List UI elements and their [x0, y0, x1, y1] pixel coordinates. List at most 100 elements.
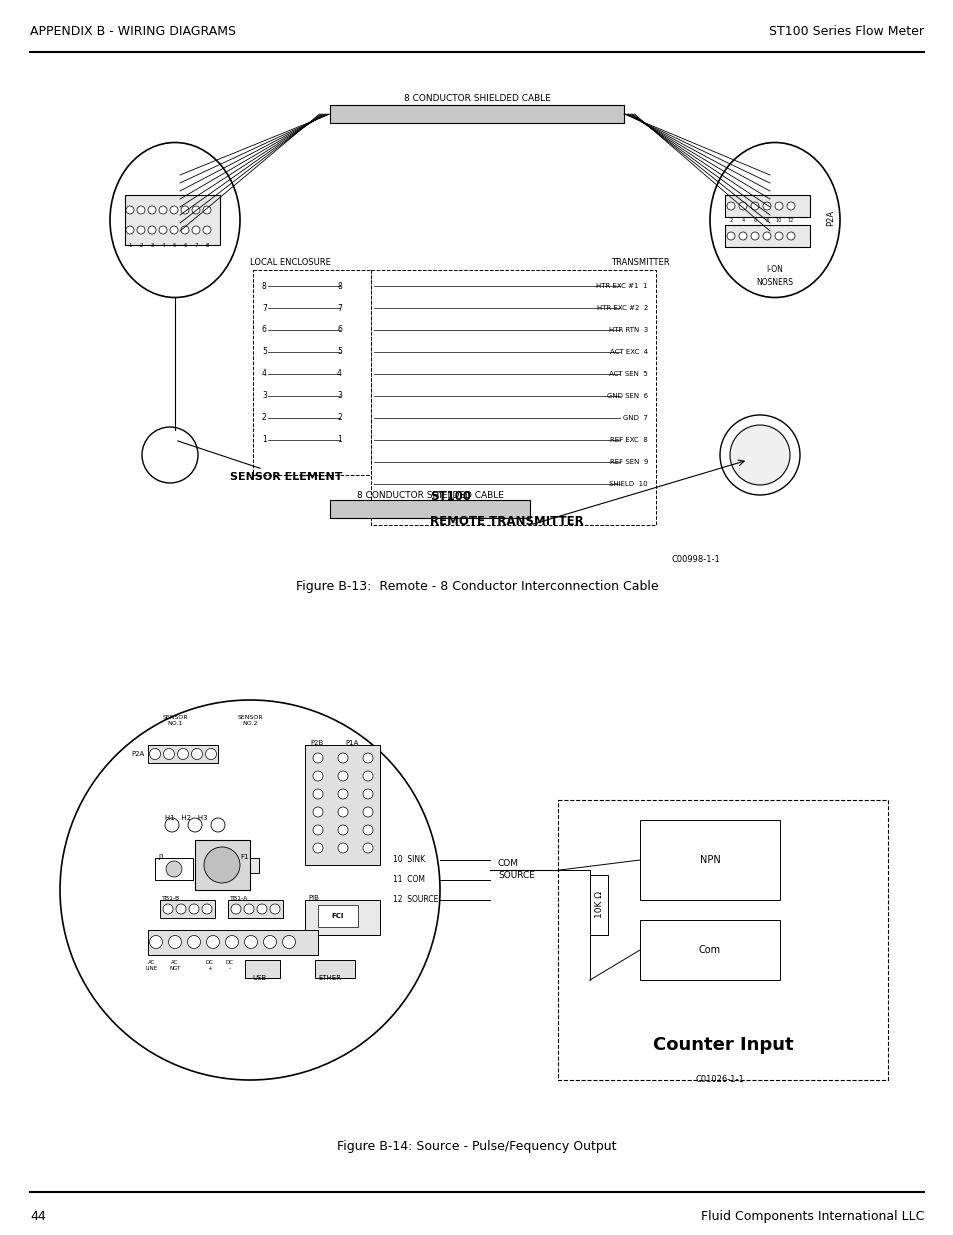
Circle shape — [774, 232, 782, 240]
Text: 2: 2 — [337, 414, 341, 422]
Circle shape — [726, 232, 734, 240]
Text: 7: 7 — [262, 304, 267, 312]
Bar — [148, 930, 317, 955]
Bar — [589, 876, 607, 935]
Circle shape — [739, 232, 746, 240]
Text: REF SEN  9: REF SEN 9 — [609, 459, 647, 466]
Circle shape — [192, 226, 200, 233]
Text: F1: F1 — [240, 853, 248, 860]
Bar — [330, 105, 623, 124]
Circle shape — [739, 203, 746, 210]
Text: 8 CONDUCTOR SHIELDED CABLE: 8 CONDUCTOR SHIELDED CABLE — [356, 492, 503, 500]
Circle shape — [181, 226, 189, 233]
Bar — [558, 800, 887, 1079]
Text: 8: 8 — [205, 243, 209, 248]
Circle shape — [137, 206, 145, 214]
Circle shape — [313, 789, 323, 799]
Text: USB: USB — [253, 974, 267, 981]
Text: ST100 Series Flow Meter: ST100 Series Flow Meter — [768, 25, 923, 38]
Text: 44: 44 — [30, 1210, 46, 1223]
Text: C01026-1-1: C01026-1-1 — [695, 1074, 743, 1084]
Text: 10K Ω: 10K Ω — [595, 892, 604, 919]
Text: ACT SEN  5: ACT SEN 5 — [609, 370, 647, 377]
Text: 4: 4 — [262, 369, 267, 378]
Text: SENSOR ELEMENT: SENSOR ELEMENT — [177, 441, 342, 482]
Circle shape — [762, 232, 770, 240]
Circle shape — [192, 748, 202, 760]
Text: ETHER: ETHER — [318, 974, 341, 981]
Text: 10: 10 — [775, 219, 781, 224]
Text: 8: 8 — [262, 282, 267, 290]
Circle shape — [256, 904, 267, 914]
Circle shape — [337, 771, 348, 781]
Text: GND  7: GND 7 — [622, 415, 647, 421]
Ellipse shape — [110, 142, 240, 298]
Circle shape — [337, 844, 348, 853]
Circle shape — [150, 935, 162, 948]
Circle shape — [263, 935, 276, 948]
Text: SOURCE: SOURCE — [497, 872, 535, 881]
Text: P2A: P2A — [825, 210, 834, 226]
Text: 3: 3 — [150, 243, 153, 248]
Text: 8: 8 — [337, 282, 341, 290]
Bar — [371, 270, 656, 525]
Text: HTR EXC #2  2: HTR EXC #2 2 — [597, 305, 647, 311]
Circle shape — [363, 771, 373, 781]
Bar — [314, 960, 355, 978]
Text: AC
LINE: AC LINE — [146, 960, 158, 971]
Text: 5: 5 — [336, 347, 341, 357]
Text: COM: COM — [497, 860, 518, 868]
Text: C00998-1-1: C00998-1-1 — [671, 555, 720, 564]
Circle shape — [244, 935, 257, 948]
Text: 12  SOURCE: 12 SOURCE — [393, 895, 438, 904]
Text: 8: 8 — [764, 219, 768, 224]
Circle shape — [188, 818, 202, 832]
Circle shape — [166, 861, 182, 877]
Bar — [305, 745, 379, 864]
Circle shape — [750, 203, 759, 210]
Text: HTR EXC #1  1: HTR EXC #1 1 — [596, 283, 647, 289]
Bar — [245, 960, 280, 978]
Circle shape — [148, 226, 156, 233]
Text: DC
-: DC - — [226, 960, 233, 971]
Text: 1: 1 — [128, 243, 132, 248]
Circle shape — [313, 806, 323, 818]
Circle shape — [163, 748, 174, 760]
Text: LOCAL ENCLOSURE: LOCAL ENCLOSURE — [250, 258, 330, 267]
Circle shape — [337, 806, 348, 818]
Circle shape — [337, 753, 348, 763]
Circle shape — [270, 904, 280, 914]
Circle shape — [726, 203, 734, 210]
Circle shape — [313, 825, 323, 835]
Circle shape — [231, 904, 241, 914]
Text: 10  SINK: 10 SINK — [393, 856, 425, 864]
Text: APPENDIX B - WIRING DIAGRAMS: APPENDIX B - WIRING DIAGRAMS — [30, 25, 235, 38]
Circle shape — [165, 818, 179, 832]
Circle shape — [206, 935, 219, 948]
Circle shape — [159, 226, 167, 233]
Circle shape — [750, 232, 759, 240]
Circle shape — [720, 415, 800, 495]
Circle shape — [203, 226, 211, 233]
Text: REMOTE TRANSMITTER: REMOTE TRANSMITTER — [430, 515, 583, 529]
Text: 4: 4 — [336, 369, 341, 378]
Text: 5: 5 — [172, 243, 175, 248]
Text: FCI: FCI — [332, 913, 344, 919]
Bar — [639, 920, 780, 981]
Text: 3: 3 — [262, 391, 267, 400]
Text: 4: 4 — [740, 219, 743, 224]
Circle shape — [170, 206, 178, 214]
Text: 6: 6 — [183, 243, 187, 248]
Circle shape — [205, 748, 216, 760]
Ellipse shape — [709, 142, 840, 298]
Circle shape — [202, 904, 212, 914]
Text: 1: 1 — [262, 436, 267, 445]
Text: 1: 1 — [337, 436, 341, 445]
Circle shape — [363, 844, 373, 853]
Circle shape — [729, 425, 789, 485]
Text: ST100: ST100 — [430, 490, 471, 503]
Circle shape — [282, 935, 295, 948]
Bar — [125, 195, 220, 245]
Text: 8 CONDUCTOR SHIELDED CABLE: 8 CONDUCTOR SHIELDED CABLE — [403, 94, 550, 103]
Text: HTR RTN  3: HTR RTN 3 — [608, 327, 647, 333]
